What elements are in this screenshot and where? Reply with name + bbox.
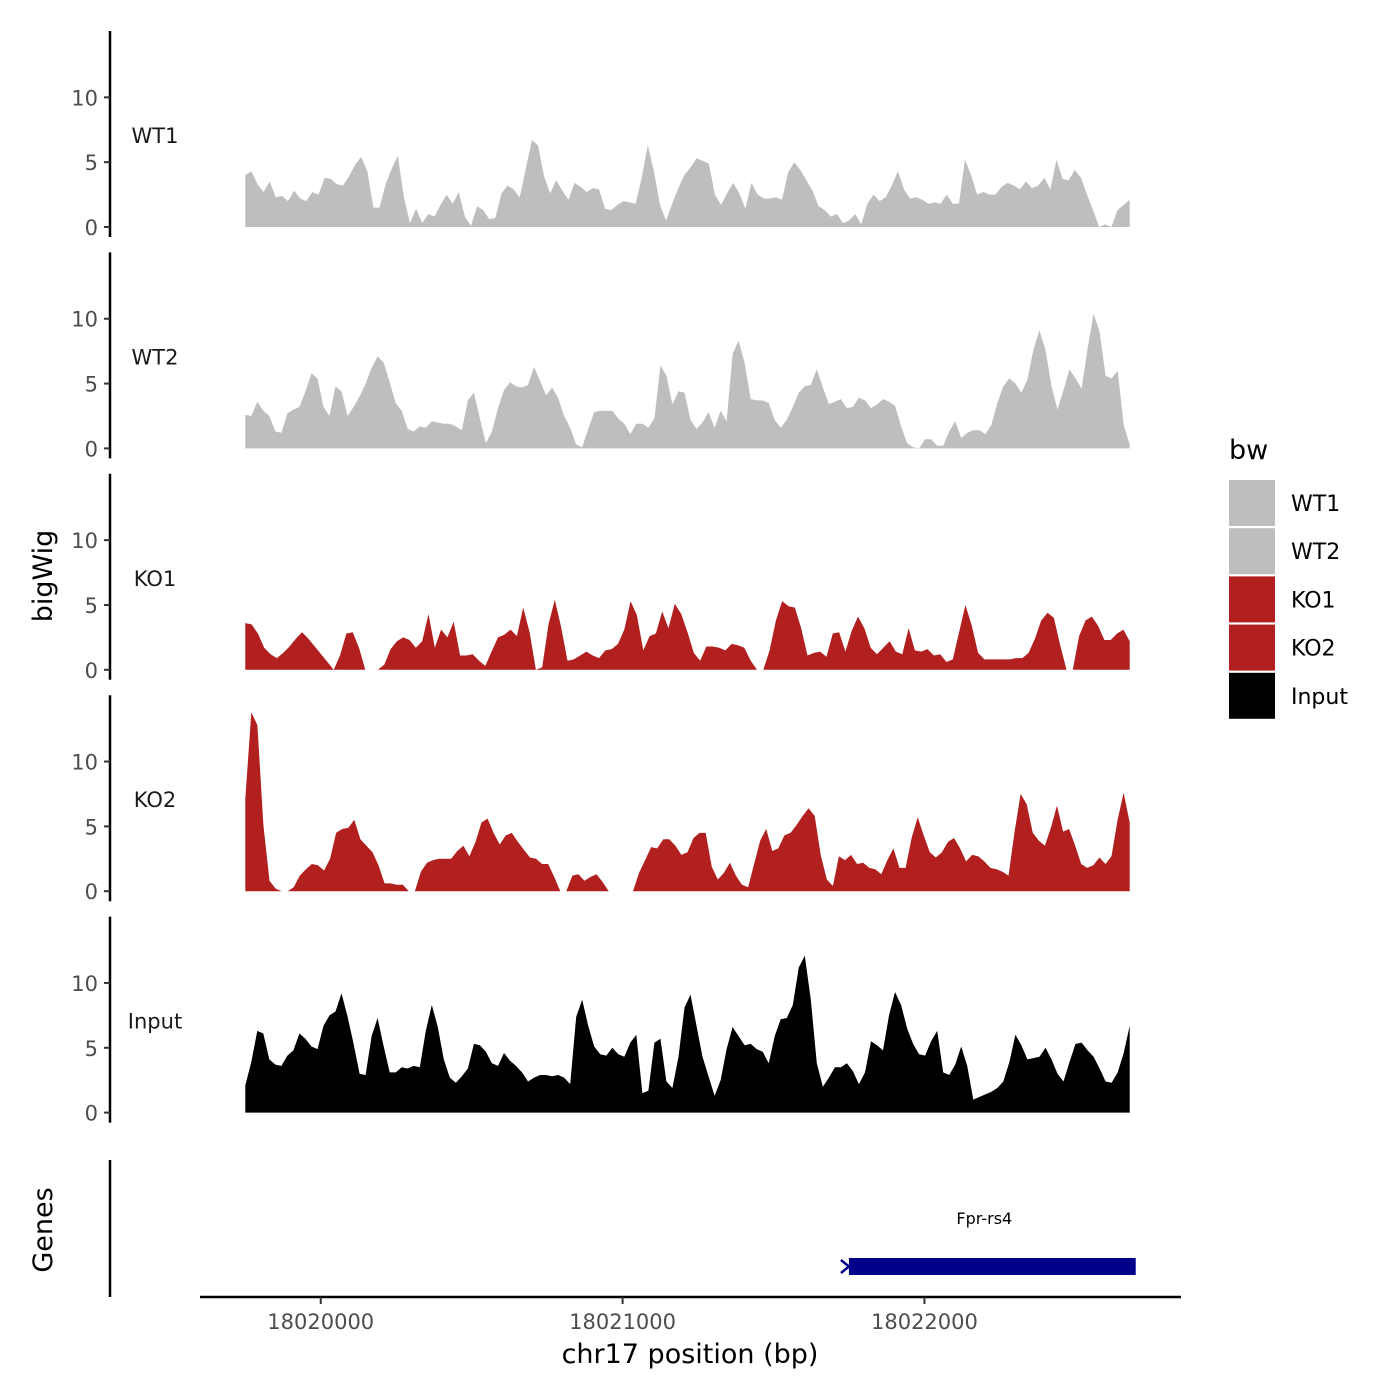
legend-swatch-ko1 bbox=[1229, 576, 1275, 623]
legend-label-ko1: KO1 bbox=[1291, 588, 1336, 613]
y-tick-label: 5 bbox=[85, 1037, 98, 1061]
x-axis-title: chr17 position (bp) bbox=[562, 1339, 819, 1370]
y-tick-label: 10 bbox=[71, 308, 98, 332]
x-axis: 18020000 18021000 18022000 bbox=[200, 1295, 1181, 1334]
track-wt1: 0 5 10 WT1 bbox=[71, 31, 1130, 240]
y-tick-label: 0 bbox=[85, 437, 98, 461]
y-axis-title: bigWig bbox=[28, 530, 59, 623]
legend: bw WT1 WT2 KO1 KO2 Input bbox=[1229, 435, 1348, 719]
x-tick-label: 18021000 bbox=[569, 1310, 676, 1334]
track-label-wt2: WT2 bbox=[132, 345, 179, 369]
tracks-layer: 0 5 10 WT1 0 5 10 WT2 0 5 10 KO1 0 5 10 KO2 0 5 10 Input bbox=[71, 31, 1130, 1126]
track-input: 0 5 10 Input bbox=[71, 916, 1130, 1126]
track-label-ko1: KO1 bbox=[134, 567, 177, 591]
y-tick-label: 5 bbox=[85, 373, 98, 397]
track-area-wt2 bbox=[245, 313, 1130, 449]
y-tick-label: 10 bbox=[71, 751, 98, 775]
legend-label-wt2: WT2 bbox=[1291, 540, 1340, 565]
legend-title: bw bbox=[1229, 435, 1268, 466]
track-area-ko2 bbox=[245, 712, 1130, 892]
track-ko1: 0 5 10 KO1 bbox=[71, 473, 1130, 683]
legend-swatch-wt1 bbox=[1229, 480, 1275, 526]
gene-body bbox=[848, 1258, 1136, 1275]
x-tick-label: 18020000 bbox=[267, 1310, 374, 1334]
y-tick-label: 0 bbox=[85, 659, 98, 683]
track-label-input: Input bbox=[128, 1010, 182, 1034]
y-tick-label: 10 bbox=[71, 972, 98, 996]
genes-axis-title: Genes bbox=[28, 1187, 59, 1272]
legend-swatch-wt2 bbox=[1229, 528, 1275, 575]
x-tick-label: 18022000 bbox=[871, 1310, 978, 1334]
track-label-ko2: KO2 bbox=[134, 788, 177, 812]
y-tick-label: 10 bbox=[71, 529, 98, 553]
track-area-input bbox=[245, 955, 1130, 1113]
track-area-wt1 bbox=[245, 140, 1130, 227]
legend-label-input: Input bbox=[1291, 685, 1348, 710]
track-label-wt1: WT1 bbox=[132, 124, 179, 148]
track-area-ko1 bbox=[245, 599, 1130, 670]
legend-swatch-ko2 bbox=[1229, 624, 1275, 671]
y-tick-label: 5 bbox=[85, 594, 98, 618]
y-tick-label: 5 bbox=[85, 815, 98, 839]
genes-layer: Fpr-rs4 bbox=[108, 1160, 1136, 1297]
y-tick-label: 5 bbox=[85, 151, 98, 175]
y-tick-label: 0 bbox=[85, 216, 98, 240]
legend-label-ko2: KO2 bbox=[1291, 637, 1336, 662]
gene-strand-arrow bbox=[840, 1259, 851, 1274]
gene-label: Fpr-rs4 bbox=[956, 1209, 1012, 1228]
legend-label-wt1: WT1 bbox=[1291, 492, 1340, 517]
y-tick-label: 0 bbox=[85, 1102, 98, 1126]
legend-swatch-input bbox=[1229, 672, 1275, 719]
track-ko2: 0 5 10 KO2 bbox=[71, 695, 1130, 904]
track-wt2: 0 5 10 WT2 bbox=[71, 252, 1130, 461]
y-tick-label: 0 bbox=[85, 880, 98, 904]
y-tick-label: 10 bbox=[71, 86, 98, 110]
